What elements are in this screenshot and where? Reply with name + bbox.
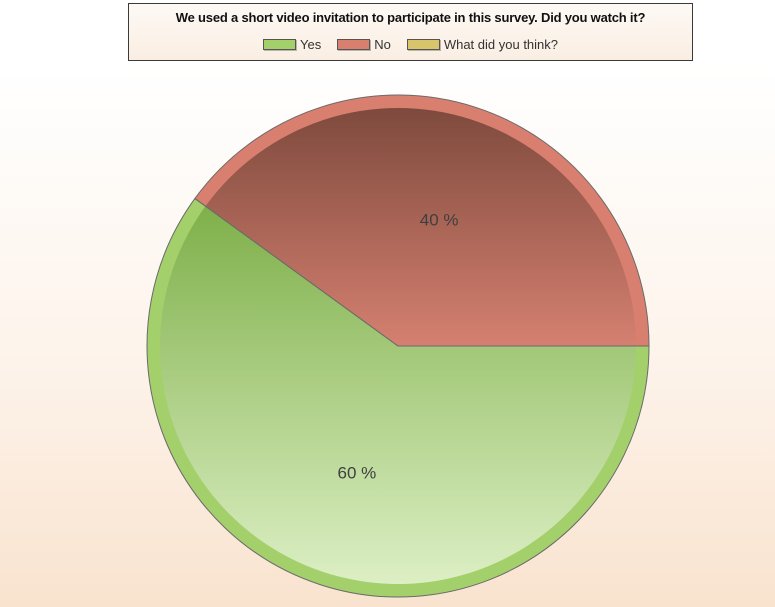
legend-label-no: No (374, 37, 391, 52)
chart-title: We used a short video invitation to part… (175, 10, 646, 25)
pie-slice-inner-yes (160, 206, 636, 584)
legend-swatch-no (337, 39, 371, 50)
legend-swatch-what-did-you-think (406, 39, 440, 50)
slice-label-no: 40 % (420, 210, 459, 229)
legend-items: Yes No What did you think? (129, 37, 692, 52)
legend-swatch-yes (262, 39, 296, 50)
legend-label-yes: Yes (299, 37, 322, 52)
legend-entry-what-did-you-think[interactable]: What did you think? (406, 37, 559, 52)
chart-legend: We used a short video invitation to part… (128, 3, 693, 61)
legend-entry-yes[interactable]: Yes (262, 37, 322, 52)
slice-label-yes: 60 % (338, 464, 377, 483)
legend-label-what-did-you-think: What did you think? (443, 37, 559, 52)
pie-slice-inner-no (205, 107, 636, 346)
pie-divider (194, 198, 399, 347)
legend-entry-no[interactable]: No (337, 37, 391, 52)
